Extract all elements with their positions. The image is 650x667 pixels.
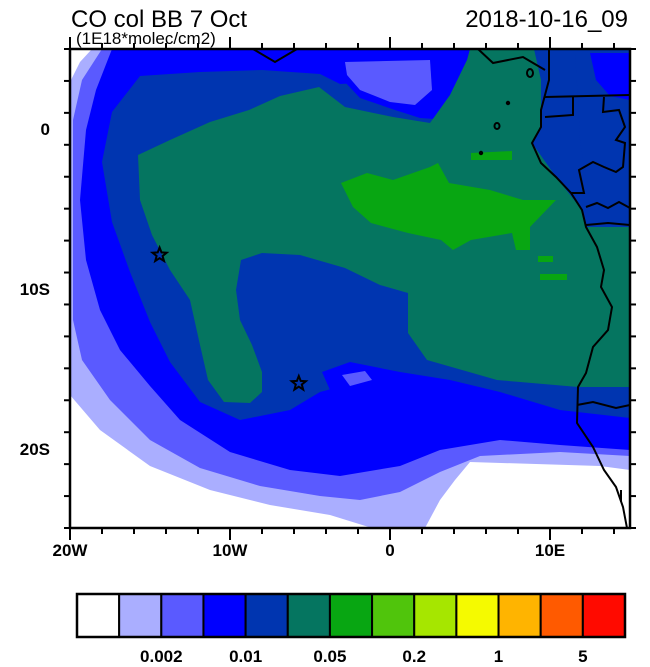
field-level-2-spot [342,371,372,386]
coastline-gulf-of-guinea [252,49,298,64]
x-tick-label: 20W [53,541,89,560]
colorbar-box [244,593,289,638]
colorbar-box [118,593,163,638]
colorbar-label: 1 [494,647,503,666]
island [478,150,484,156]
y-tick-label: 20S [20,440,50,459]
field-level-6 [341,163,556,250]
colorbar-box [160,593,205,638]
island [493,122,501,130]
plot-units: (1E18*molec/cm2) [76,29,216,48]
star-marker-icon [289,373,309,392]
colorbar-label: 0.01 [229,647,262,666]
colorbar-box [202,593,247,638]
y-tick-label: 10S [20,280,50,299]
field-level-3-tongue [322,362,630,442]
x-tick-label: 10W [213,541,249,560]
border [571,96,627,194]
border [585,221,630,226]
colorbar-label: 5 [578,647,587,666]
colorbar-frame [75,592,627,639]
colorbar-box [413,593,458,638]
coastline-africa [530,49,628,528]
colorbar-box [581,593,626,638]
island [505,100,511,106]
colorbar-box [539,593,584,638]
border [576,400,630,410]
x-tick-label: 0 [385,541,394,560]
field-layer [70,49,630,528]
field-level-2-patch [345,60,432,105]
x-tick-label: 10E [535,541,565,560]
field-level-6-spot [540,274,567,280]
coastline-gulf-of-guinea [477,49,546,71]
colorbar [75,592,627,639]
markers [149,244,309,392]
field-level-3-patch-ne [590,53,630,100]
colorbar-box [286,593,331,638]
colorbar-box [328,593,374,638]
coastlines-and-borders [252,49,630,528]
y-tick-label: 0 [41,120,50,139]
plot-frame [68,47,632,530]
field-level-6-spot [538,256,553,262]
colorbar-labels: 0.002 0.01 0.05 0.2 1 5 [140,647,588,666]
star-marker-icon [149,244,170,264]
border [585,200,630,210]
colorbar-box [371,593,416,638]
colorbar-box [455,593,500,638]
plot-timestamp: 2018-10-16_09 [465,6,628,33]
colorbar-label: 0.05 [313,647,346,666]
colorbar-box [76,593,121,638]
colorbar-label: 0.2 [402,647,426,666]
colorbar-box [497,593,542,638]
border [544,94,630,98]
colorbar-label: 0.002 [140,647,183,666]
plot-title: CO col BB 7 Oct [71,6,247,33]
border [544,97,574,118]
island [526,68,534,78]
